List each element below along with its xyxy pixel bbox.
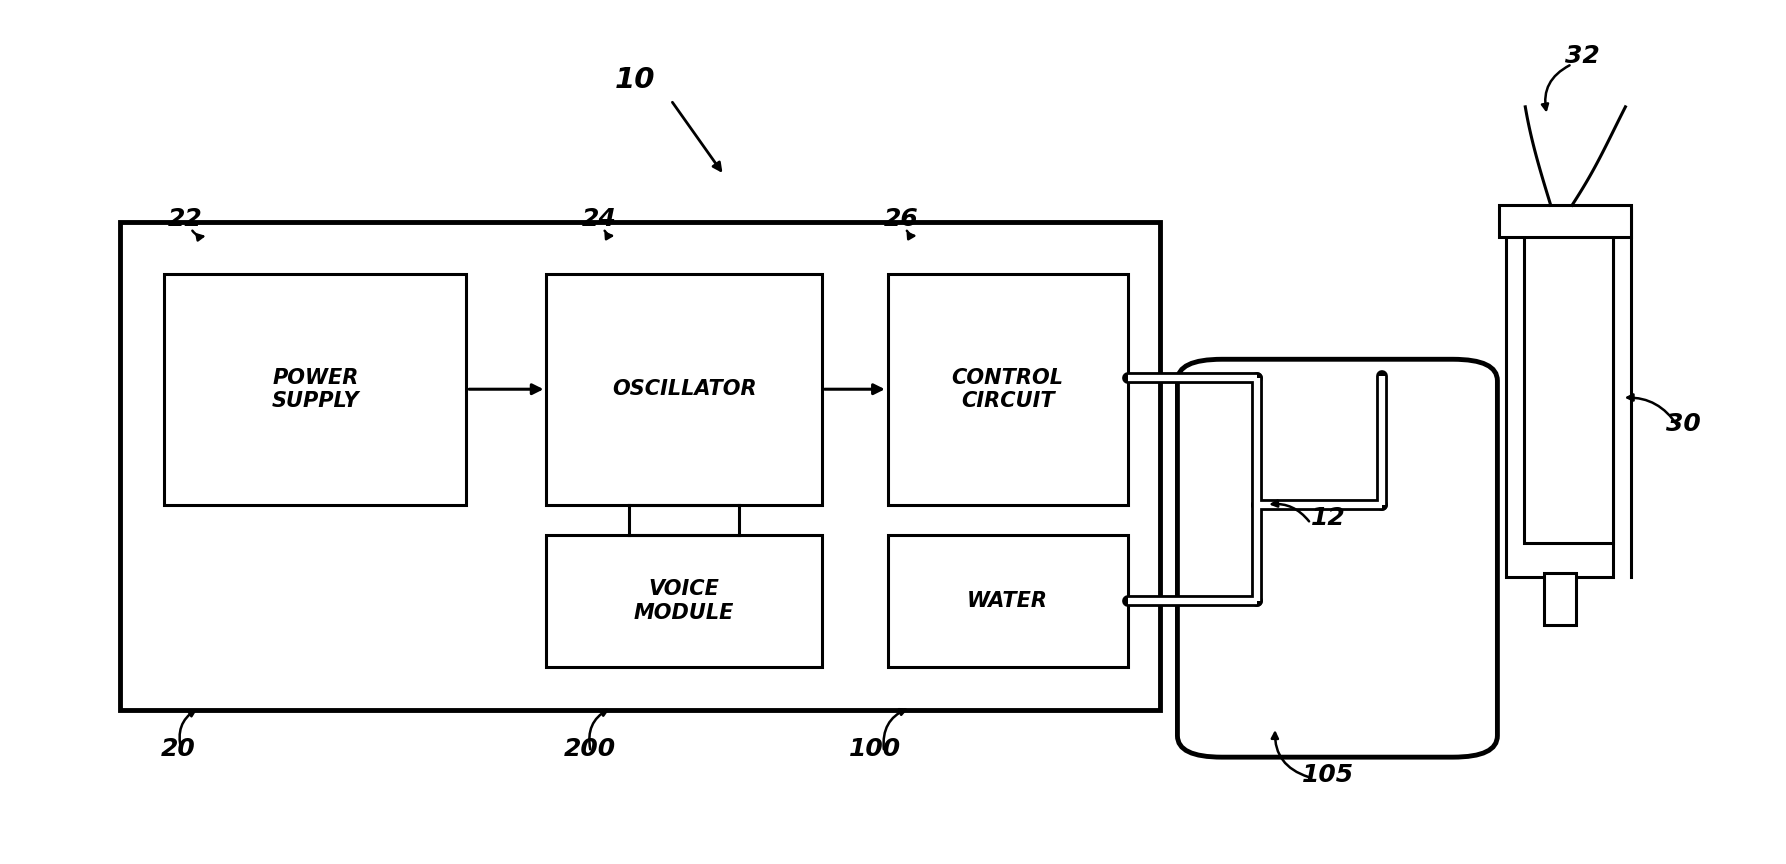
Text: 100: 100: [848, 738, 900, 761]
Text: 24: 24: [582, 206, 616, 231]
Text: 22: 22: [168, 206, 202, 231]
Text: VOICE
MODULE: VOICE MODULE: [634, 580, 734, 623]
Text: 105: 105: [1302, 763, 1354, 787]
Text: 12: 12: [1311, 506, 1345, 530]
FancyBboxPatch shape: [164, 274, 466, 505]
Text: WATER: WATER: [968, 591, 1048, 611]
Text: 10: 10: [614, 66, 655, 94]
FancyBboxPatch shape: [1543, 573, 1575, 625]
FancyBboxPatch shape: [1506, 210, 1613, 577]
FancyBboxPatch shape: [120, 222, 1159, 710]
FancyBboxPatch shape: [888, 535, 1127, 667]
Text: 30: 30: [1666, 412, 1700, 436]
FancyBboxPatch shape: [547, 274, 822, 505]
FancyBboxPatch shape: [1177, 359, 1497, 757]
Text: POWER
SUPPLY: POWER SUPPLY: [271, 367, 359, 410]
Text: 20: 20: [161, 738, 195, 761]
Text: 32: 32: [1565, 44, 1600, 68]
Text: CONTROL
CIRCUIT: CONTROL CIRCUIT: [952, 367, 1064, 410]
FancyBboxPatch shape: [1523, 235, 1613, 543]
Text: 26: 26: [884, 206, 918, 231]
Text: OSCILLATOR: OSCILLATOR: [613, 379, 757, 399]
Text: 200: 200: [564, 738, 616, 761]
FancyBboxPatch shape: [888, 274, 1127, 505]
FancyBboxPatch shape: [547, 535, 822, 667]
FancyBboxPatch shape: [1498, 206, 1631, 237]
